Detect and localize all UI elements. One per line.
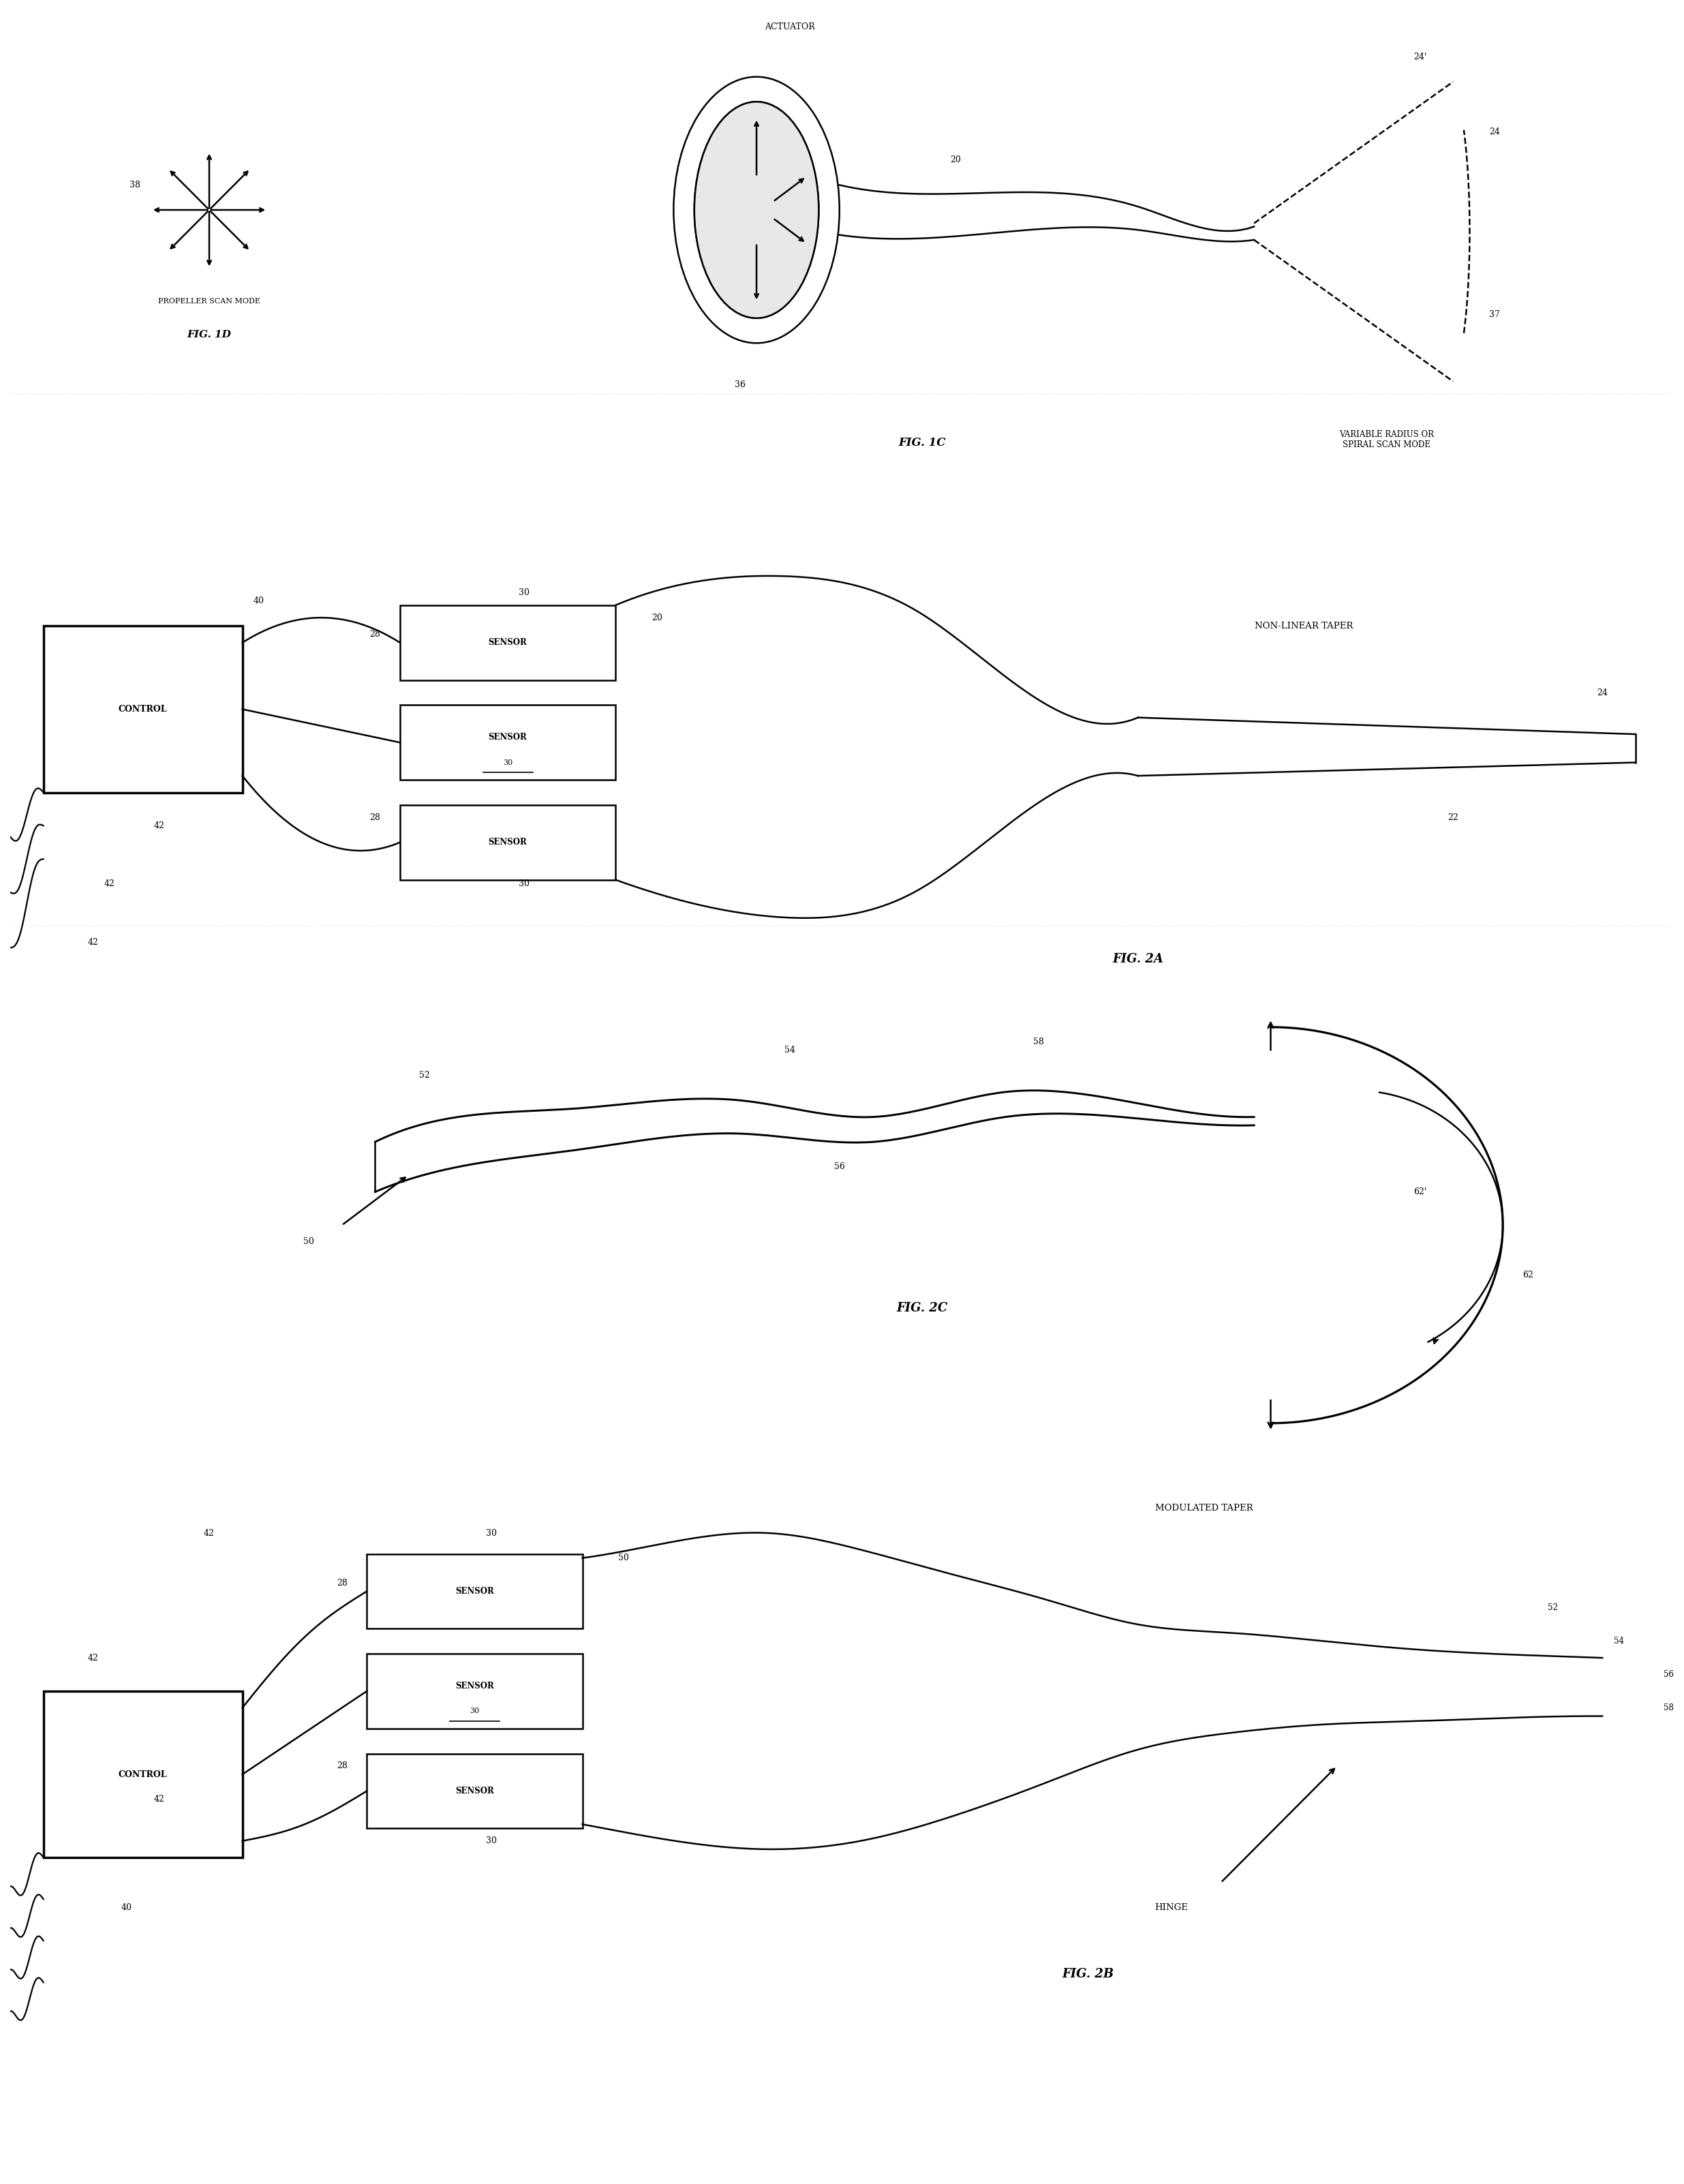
Text: 42: 42	[104, 880, 115, 889]
FancyBboxPatch shape	[367, 1653, 583, 1728]
Text: FIG. 1C: FIG. 1C	[899, 437, 946, 448]
Text: 50: 50	[618, 1553, 630, 1562]
Text: SENSOR: SENSOR	[455, 1682, 493, 1690]
Text: FIG. 2A: FIG. 2A	[1113, 952, 1164, 965]
Text: 28: 28	[337, 1579, 347, 1588]
Text: 62: 62	[1522, 1271, 1532, 1280]
Text: 40: 40	[254, 596, 264, 605]
Text: 52: 52	[1548, 1603, 1558, 1612]
Text: FIG. 1D: FIG. 1D	[187, 330, 231, 339]
Text: 30: 30	[470, 1708, 480, 1714]
Text: 54: 54	[1613, 1636, 1623, 1645]
Text: HINGE: HINGE	[1155, 1902, 1187, 1911]
Text: 54: 54	[785, 1046, 795, 1055]
Text: 58: 58	[1664, 1704, 1674, 1712]
Text: FIG. 2B: FIG. 2B	[1063, 1968, 1115, 1981]
Text: 42: 42	[153, 1795, 165, 1804]
FancyBboxPatch shape	[401, 605, 616, 679]
Text: 28: 28	[337, 1762, 347, 1771]
Text: 40: 40	[121, 1902, 131, 1911]
Text: PROPELLER SCAN MODE: PROPELLER SCAN MODE	[158, 297, 261, 306]
Text: 56: 56	[834, 1162, 845, 1171]
Text: 24': 24'	[1413, 52, 1426, 61]
Text: 30: 30	[519, 587, 530, 596]
Ellipse shape	[694, 103, 818, 319]
FancyBboxPatch shape	[401, 806, 616, 880]
Text: SENSOR: SENSOR	[488, 734, 527, 743]
Text: 20: 20	[950, 155, 962, 164]
Text: MODULATED TAPER: MODULATED TAPER	[1155, 1503, 1253, 1514]
Text: SENSOR: SENSOR	[455, 1787, 493, 1795]
Text: SENSOR: SENSOR	[488, 839, 527, 847]
Text: 30: 30	[504, 760, 512, 767]
Text: SENSOR: SENSOR	[488, 638, 527, 646]
Text: 22: 22	[1448, 812, 1458, 821]
Text: 28: 28	[370, 812, 381, 821]
Text: NON-LINEAR TAPER: NON-LINEAR TAPER	[1255, 622, 1352, 631]
Text: 42: 42	[88, 1653, 99, 1662]
Text: 30: 30	[485, 1837, 497, 1845]
Text: ACTUATOR: ACTUATOR	[765, 22, 815, 31]
Text: 62': 62'	[1413, 1188, 1426, 1197]
FancyBboxPatch shape	[401, 705, 616, 780]
Text: CONTROL: CONTROL	[118, 1769, 167, 1778]
Text: 56: 56	[1664, 1671, 1674, 1679]
Text: 42: 42	[153, 821, 165, 830]
Text: CONTROL: CONTROL	[118, 705, 167, 714]
Text: 28: 28	[370, 629, 381, 638]
Text: 20: 20	[652, 614, 662, 622]
Text: 42: 42	[204, 1529, 214, 1538]
Text: 38: 38	[130, 181, 140, 190]
Text: FIG. 2C: FIG. 2C	[896, 1302, 948, 1315]
FancyBboxPatch shape	[367, 1754, 583, 1828]
Text: 50: 50	[303, 1238, 315, 1247]
Text: 30: 30	[485, 1529, 497, 1538]
Text: 37: 37	[1489, 310, 1500, 319]
Text: VARIABLE RADIUS OR
SPIRAL SCAN MODE: VARIABLE RADIUS OR SPIRAL SCAN MODE	[1339, 430, 1435, 450]
Text: 42: 42	[88, 937, 99, 946]
FancyBboxPatch shape	[44, 627, 242, 793]
Text: SENSOR: SENSOR	[455, 1588, 493, 1597]
Text: 30: 30	[519, 880, 530, 889]
Text: 24: 24	[1489, 127, 1500, 135]
Text: 36: 36	[734, 380, 746, 389]
Text: 58: 58	[1032, 1037, 1044, 1046]
FancyBboxPatch shape	[367, 1553, 583, 1629]
Text: 24: 24	[1596, 688, 1608, 697]
Text: 52: 52	[419, 1070, 429, 1079]
FancyBboxPatch shape	[44, 1690, 242, 1859]
